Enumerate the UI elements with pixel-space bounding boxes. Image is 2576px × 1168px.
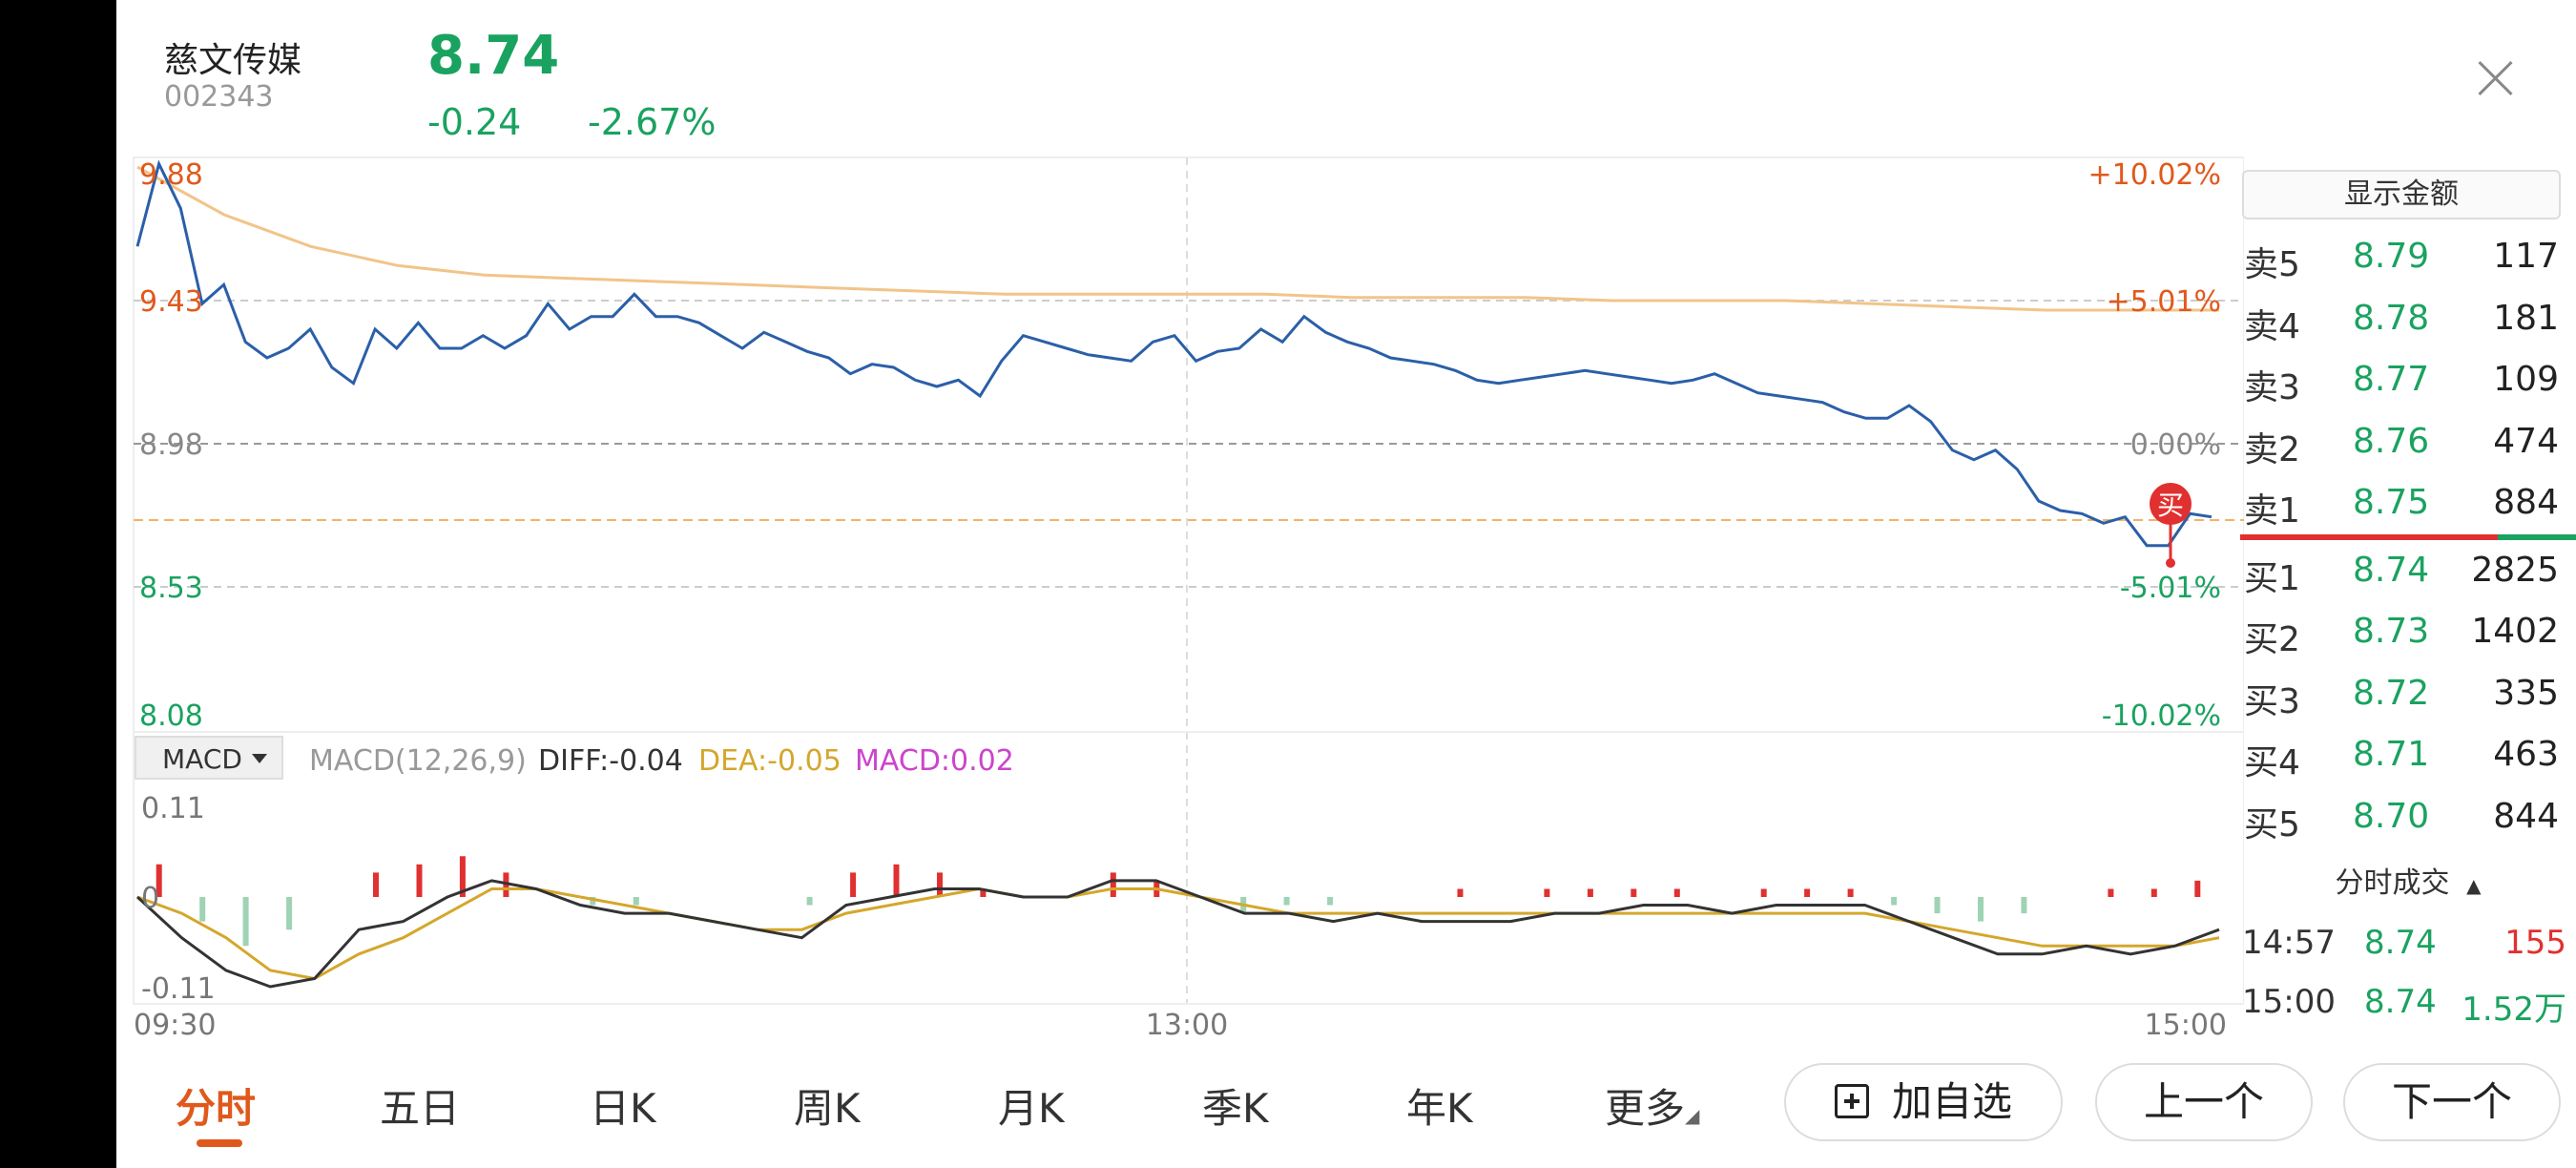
ask-row: 卖4 8.78 181: [2244, 299, 2559, 346]
pct-axis-label: 0.00%: [2130, 428, 2221, 462]
average-price-line: [136, 165, 2219, 312]
price-change-pct: -2.67%: [588, 101, 717, 143]
price-line: [135, 159, 2212, 548]
plus-square-icon: [1834, 1083, 1869, 1118]
ask-row: 卖5 8.79 117: [2244, 237, 2559, 284]
show-amount-button[interactable]: 显示金额: [2242, 170, 2561, 219]
caret-up-icon: ▲: [2466, 874, 2482, 897]
bid-row: 买1 8.74 2825: [2244, 551, 2559, 598]
time-axis-label: 09:30: [134, 1009, 216, 1042]
tab-weekly-k[interactable]: 周K: [794, 1085, 861, 1132]
stock-name: 慈文传媒: [164, 41, 302, 80]
macd-diff-line: [135, 879, 2220, 989]
time-axis-label: 13:00: [1146, 1009, 1228, 1042]
macd-selector[interactable]: MACD: [135, 736, 283, 780]
svg-text:MACD: MACD: [162, 743, 242, 775]
tab-yearly-k[interactable]: 年K: [1406, 1085, 1473, 1132]
active-tab-indicator: [197, 1139, 242, 1147]
price-axis-label: 8.98: [139, 428, 203, 462]
price-axis-label: 8.53: [139, 572, 203, 605]
bid-row: 买2 8.73 1402: [2244, 612, 2559, 659]
ask-row: 卖3 8.77 109: [2244, 360, 2559, 407]
macd-axis-label: -0.11: [141, 972, 216, 1006]
tab-five-day[interactable]: 五日: [380, 1085, 461, 1132]
corner-arrow-icon: ◢: [1685, 1104, 1700, 1127]
trade-row: 15:00 8.74 1.52万: [2242, 983, 2566, 1029]
time-axis-label: 15:00: [2145, 1009, 2227, 1042]
bid-row: 买3 8.72 335: [2244, 674, 2559, 721]
tab-more[interactable]: 更多◢: [1605, 1085, 1700, 1132]
pct-axis-label: -10.02%: [2102, 699, 2221, 733]
macd-axis-label: 0.11: [141, 792, 205, 825]
price-axis-label: 8.08: [139, 699, 203, 733]
tab-intraday[interactable]: 分时: [176, 1085, 257, 1132]
pct-axis-label: +5.01%: [2107, 285, 2221, 319]
bid-ask-ratio-bar-ask: [2498, 534, 2576, 540]
close-icon[interactable]: [2467, 50, 2524, 107]
tab-monthly-k[interactable]: 月K: [998, 1085, 1065, 1132]
tab-quarterly-k[interactable]: 季K: [1202, 1085, 1269, 1132]
price-change: -0.24: [427, 101, 522, 143]
macd-axis-label: 0: [141, 882, 159, 915]
buy-marker-label: 买: [2157, 490, 2184, 521]
caret-down-icon: [252, 754, 267, 763]
next-stock-button[interactable]: 下一个: [2343, 1063, 2561, 1141]
macd-value: MACD:0.02: [855, 744, 1014, 778]
price-axis-label: 9.88: [139, 158, 203, 192]
macd-dea-line: [136, 886, 2220, 981]
macd-diff-value: DIFF:-0.04: [538, 744, 683, 778]
ask-row: 卖2 8.76 474: [2244, 422, 2559, 469]
stock-code: 002343: [164, 80, 274, 114]
intraday-chart: 9.88 9.43 8.98 8.53 8.08 +10.02% +5.01% …: [133, 156, 2244, 1042]
pct-axis-label: +10.02%: [2088, 158, 2221, 192]
macd-params: MACD(12,26,9): [309, 744, 527, 778]
trade-row: 14:57 8.74 155: [2242, 924, 2566, 962]
previous-stock-button[interactable]: 上一个: [2095, 1063, 2313, 1141]
macd-dea-value: DEA:-0.05: [698, 744, 841, 778]
price-axis-label: 9.43: [139, 285, 203, 319]
tab-daily-k[interactable]: 日K: [590, 1085, 656, 1132]
pct-axis-label: -5.01%: [2120, 572, 2221, 605]
ask-row: 卖1 8.75 884: [2244, 483, 2559, 531]
add-watchlist-button[interactable]: 加自选: [1784, 1063, 2063, 1141]
buy-marker: 买: [2150, 483, 2192, 568]
bid-row: 买4 8.71 463: [2244, 735, 2559, 782]
bid-ask-ratio-bar-bid: [2240, 534, 2498, 540]
current-price: 8.74: [427, 25, 560, 87]
stock-detail-panel: 慈文传媒 002343 8.74 -0.24 -2.67% 9.88 9.43 …: [116, 0, 2576, 1168]
time-sales-toggle[interactable]: 分时成交 ▲: [2335, 866, 2482, 900]
bid-row: 买5 8.70 844: [2244, 797, 2559, 845]
